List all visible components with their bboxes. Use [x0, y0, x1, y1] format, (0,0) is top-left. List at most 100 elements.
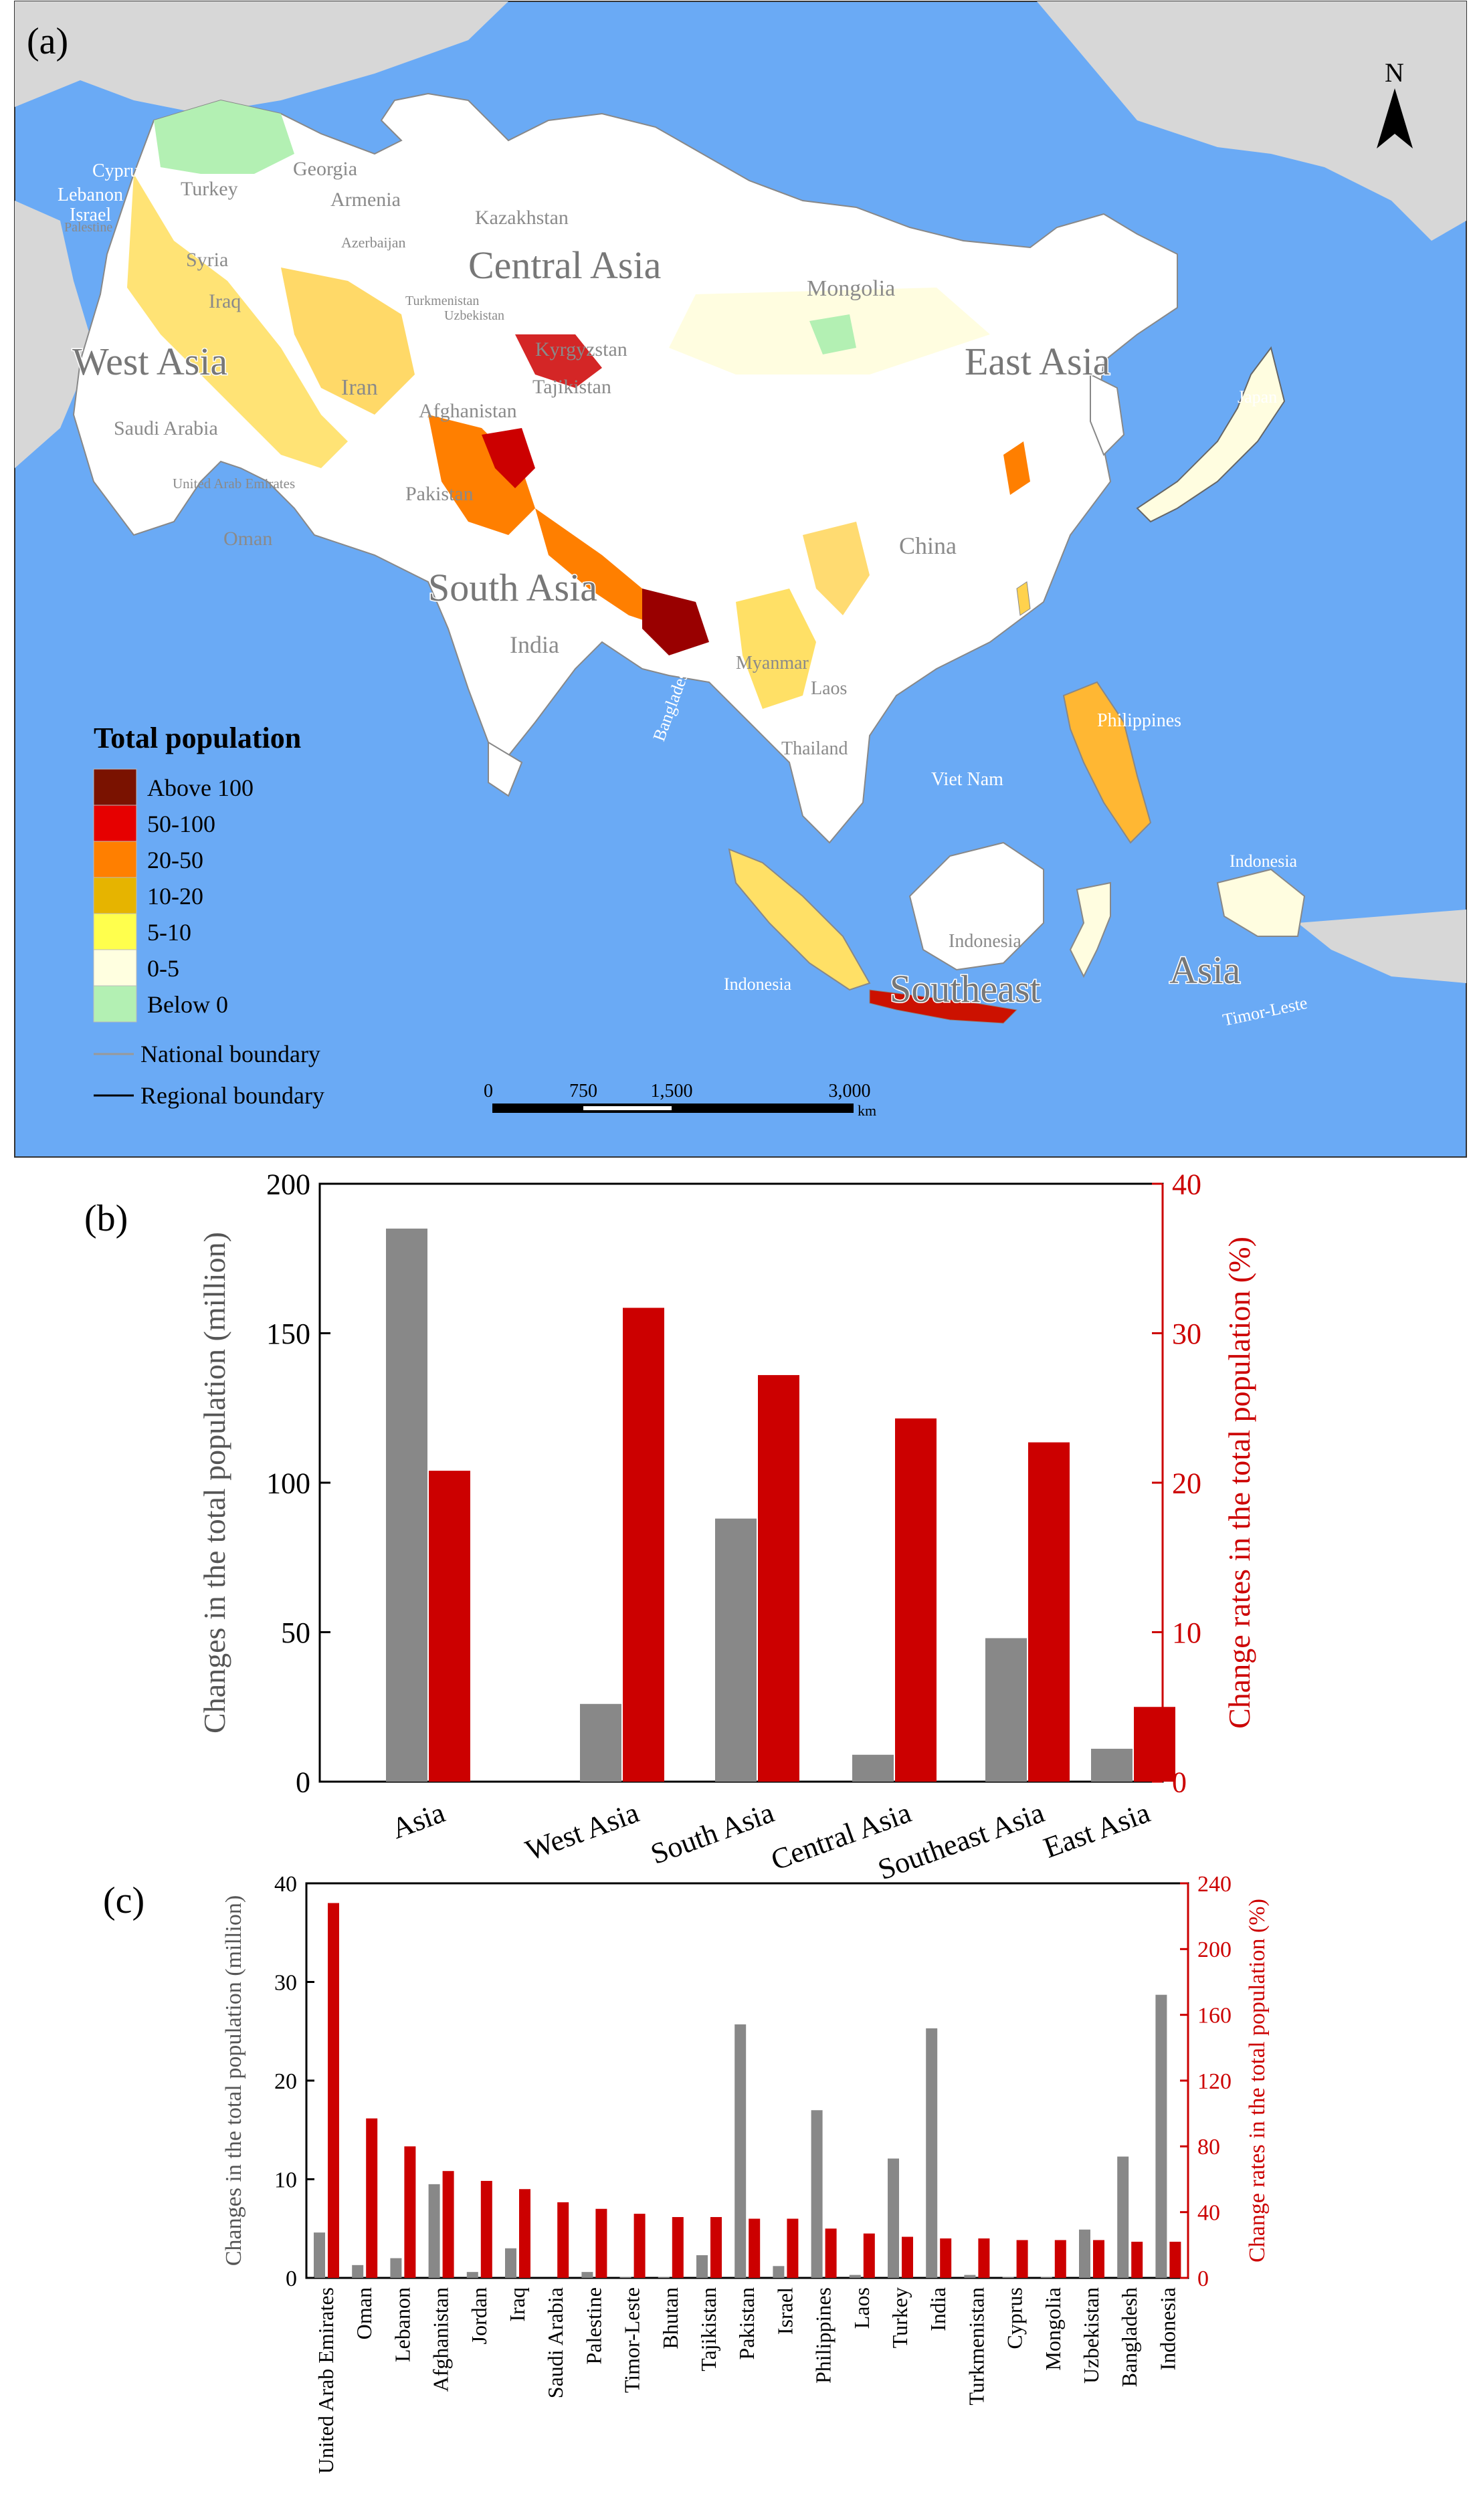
scale-tick-1500: 1,500	[651, 1081, 693, 1101]
label-armenia: Armenia	[330, 189, 401, 211]
label-uzbekistan: Uzbekistan	[444, 308, 504, 323]
java-land	[869, 989, 1018, 1024]
y-tick-label: 100	[266, 1467, 310, 1499]
borneo-land	[908, 841, 1044, 971]
legend-class-label: 20-50	[147, 847, 203, 873]
bar-change-rate	[1134, 1707, 1175, 1782]
bar-change-million	[619, 2277, 631, 2278]
legend-title: Total population	[94, 722, 301, 754]
y-tick-label: 50	[281, 1616, 310, 1649]
y2-tick-label: 240	[1197, 1872, 1232, 1897]
bar-change-million	[715, 1518, 757, 1782]
scale-unit: km	[858, 1102, 876, 1119]
legend-class-label: 5-10	[147, 919, 191, 946]
category-label: Cyprus	[1003, 2287, 1027, 2349]
y2-tick-label: 10	[1172, 1616, 1201, 1649]
bar-change-million	[926, 2028, 938, 2278]
label-indonesia-west: Indonesia	[724, 974, 792, 994]
label-turkmenistan: Turkmenistan	[405, 294, 479, 308]
bar-change-million	[386, 1229, 427, 1782]
label-japan: Japan	[1238, 387, 1277, 407]
legend-regional-label: Regional boundary	[140, 1082, 324, 1109]
y-tick-label: 0	[286, 2267, 297, 2291]
category-label: Turkey	[888, 2287, 912, 2348]
bar-change-million	[1117, 2156, 1129, 2278]
bangladesh-hotspot	[642, 589, 709, 655]
label-myanmar: Myanmar	[736, 653, 809, 673]
north-arrow-letter: N	[1385, 58, 1404, 88]
scale-bar: 0 750 1,500 3,000 km	[484, 1081, 876, 1119]
north-arrow-icon	[1377, 88, 1413, 148]
label-indonesia-east: Indonesia	[1230, 851, 1298, 871]
region-southeast: Southeast	[890, 967, 1041, 1011]
bar-change-million	[1002, 2277, 1014, 2278]
scale-tick-750: 750	[569, 1081, 597, 1101]
panel-a-map: Turkey Georgia Armenia Azerbaijan Cyprus…	[14, 1, 1467, 1158]
category-label: United Arab Emirates	[314, 2287, 338, 2474]
fertile-crescent-hotspot	[127, 174, 348, 468]
bar-change-million	[1155, 1994, 1167, 2278]
label-indonesia-borneo: Indonesia	[949, 931, 1021, 952]
scale-tick-0: 0	[484, 1081, 493, 1101]
bar-change-million	[811, 2110, 823, 2278]
bar-change-million	[314, 2232, 325, 2278]
y2-tick-label: 40	[1172, 1168, 1201, 1200]
korea-land	[1090, 373, 1125, 456]
bar-change-rate	[557, 2202, 569, 2278]
bar-change-million	[581, 2272, 593, 2278]
fergana-hotspot	[515, 334, 602, 388]
iran-hotspot	[281, 268, 415, 415]
label-palestine: Palestine	[64, 220, 112, 235]
panel-c-y2label: Change rates in the total population (%)	[1245, 1899, 1270, 2263]
bar-change-rate	[978, 2238, 990, 2278]
category-label: Pakistan	[734, 2287, 759, 2359]
legend-classes: Above 100 50-100 20-50 10-20 5-10 0-5 Below 0	[93, 768, 254, 1023]
bar-change-rate	[710, 2217, 722, 2278]
bar-change-rate	[595, 2208, 607, 2278]
bar-change-million	[466, 2272, 478, 2278]
label-pakistan: Pakistan	[405, 483, 474, 505]
label-kyrgyzstan: Kyrgyzstan	[535, 338, 627, 360]
legend-swatch	[93, 913, 137, 950]
region-asia: Asia	[1169, 948, 1240, 992]
scale-bar-base	[492, 1104, 854, 1113]
bar-change-rate	[366, 2118, 378, 2278]
category-label: South Asia	[646, 1796, 778, 1871]
label-thailand: Thailand	[781, 738, 848, 759]
bar-change-million	[505, 2248, 516, 2278]
category-label: Bhutan	[658, 2287, 682, 2349]
y2-tick-label: 200	[1197, 1937, 1232, 1962]
legend-swatch	[93, 805, 137, 842]
panel-b-y2label: Change rates in the total population (%)	[1222, 1237, 1256, 1729]
label-tajikistan: Tajikistan	[532, 376, 611, 398]
region-east-asia: East Asia	[965, 340, 1110, 383]
y-tick-label: 200	[266, 1168, 310, 1200]
y-tick-label: 150	[266, 1318, 310, 1350]
bar-change-million	[1040, 2277, 1052, 2278]
population-hotspots	[127, 100, 1030, 709]
category-label: Iraq	[505, 2287, 529, 2322]
category-label: Philippines	[811, 2287, 836, 2384]
bar-change-million	[849, 2275, 861, 2278]
bar-change-million	[888, 2158, 899, 2278]
y2-tick-label: 160	[1197, 2004, 1232, 2028]
bar-change-million	[352, 2265, 364, 2278]
bar-change-million	[773, 2266, 785, 2278]
bar-change-million	[1091, 1748, 1133, 1782]
category-label: Saudi Arabia	[543, 2287, 567, 2398]
png-land	[1298, 910, 1466, 983]
sumatra-land	[728, 848, 871, 991]
map-legend: Total population Above 100 50-100 20-50 10-…	[93, 722, 324, 1109]
panel-c-ylabel: Changes in the total population (million…	[221, 1895, 246, 2266]
legend-class-label: 10-20	[147, 883, 203, 910]
y2-tick-label: 40	[1197, 2201, 1220, 2226]
legend-swatch	[93, 841, 137, 878]
label-laos: Laos	[811, 678, 847, 699]
category-label: Jordan	[467, 2287, 491, 2344]
bar-change-million	[658, 2277, 670, 2278]
scale-tick-3000: 3,000	[829, 1081, 871, 1101]
label-saudi-arabia: Saudi Arabia	[114, 417, 218, 439]
russia-land	[1037, 1, 1466, 241]
